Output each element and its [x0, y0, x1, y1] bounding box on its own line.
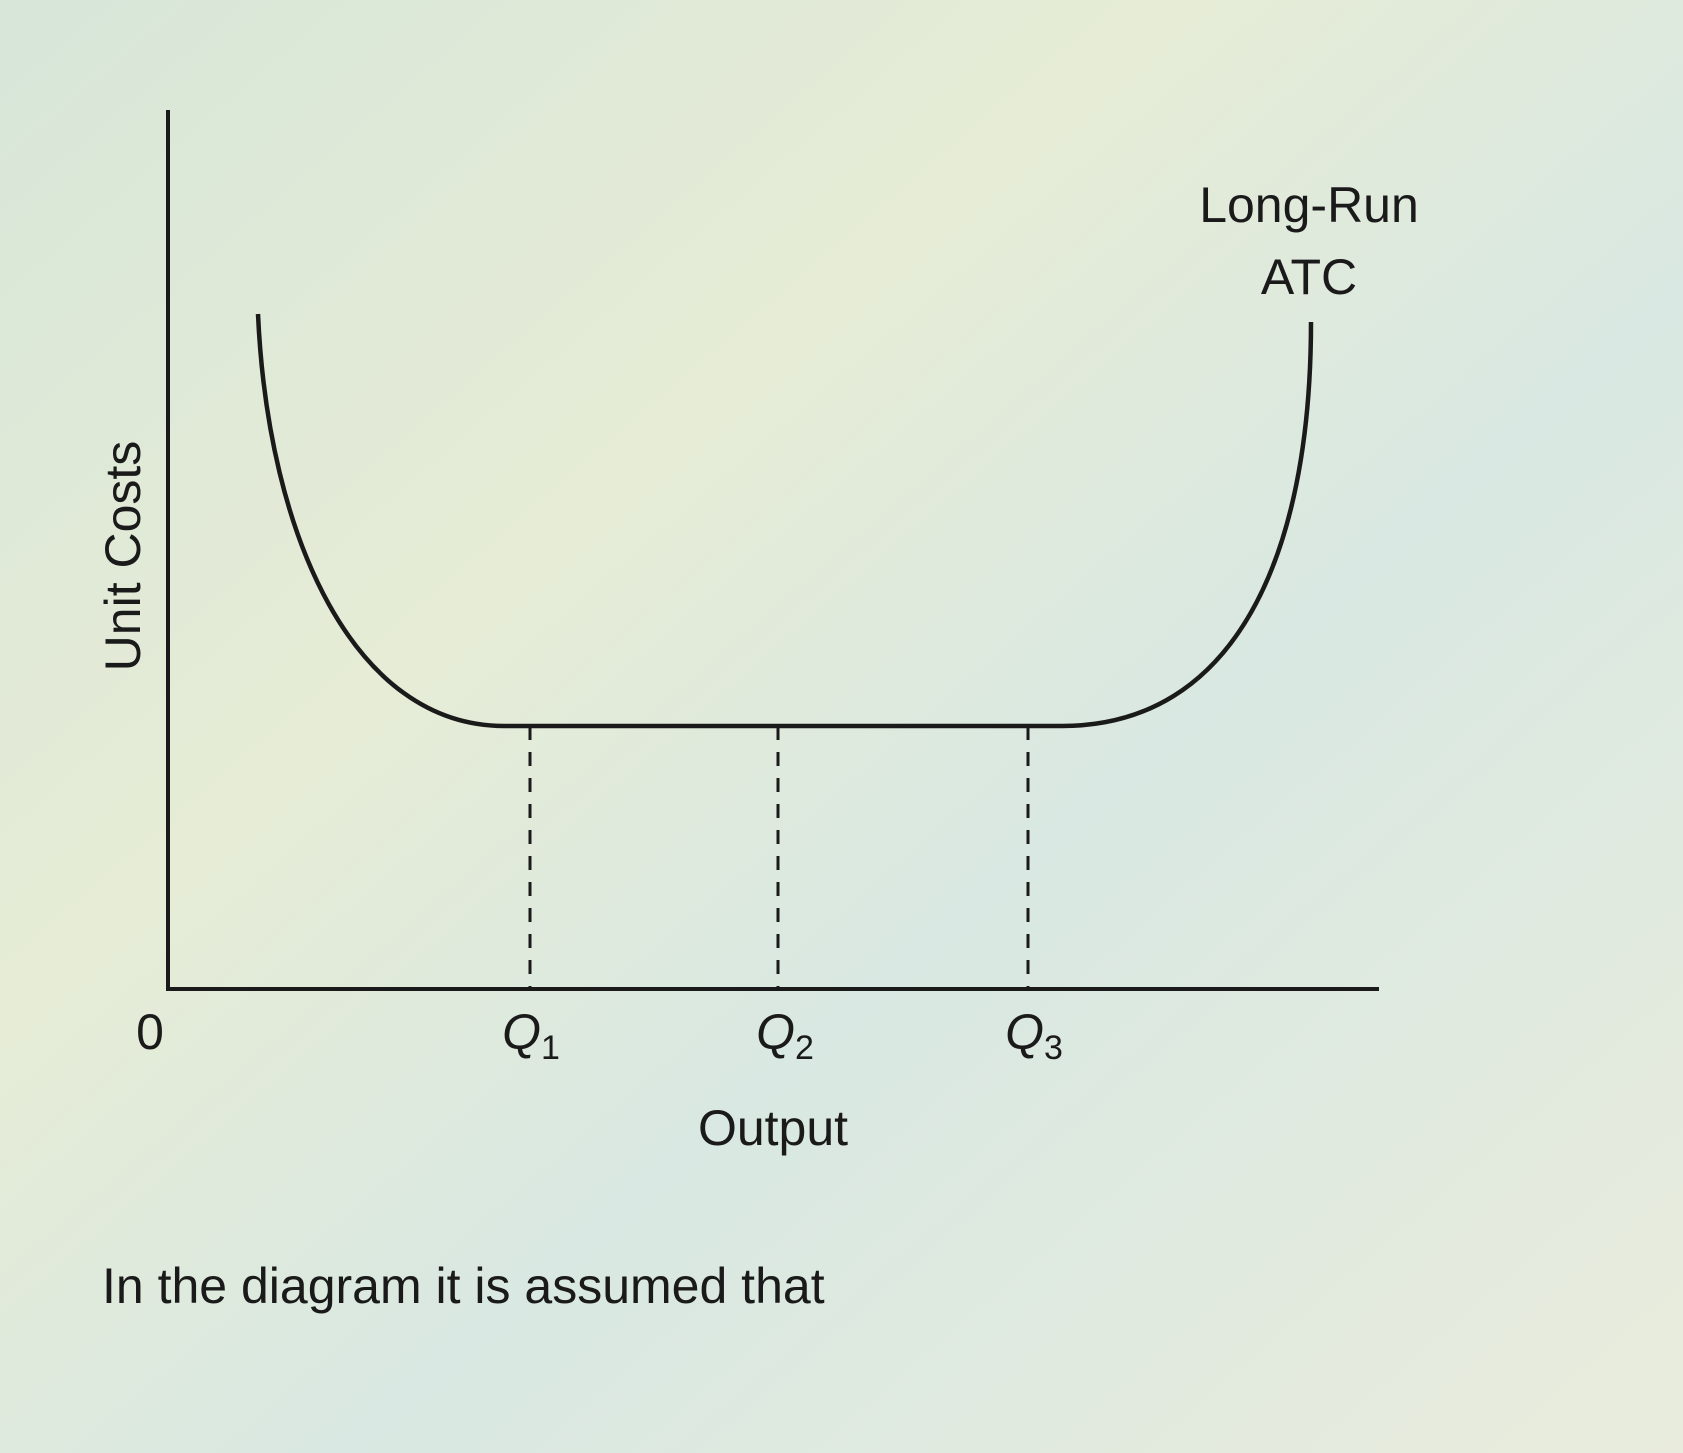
- q-subscript: 1: [541, 1029, 560, 1067]
- curve-label: ATC: [1261, 249, 1357, 305]
- y-axis-label: Unit Costs: [95, 441, 151, 672]
- q-subscript: 3: [1044, 1029, 1063, 1067]
- q-subscript: 2: [795, 1029, 814, 1067]
- q-letter: Q: [502, 1004, 541, 1060]
- q1-label: Q1: [502, 1004, 560, 1067]
- q-letter: Q: [756, 1004, 795, 1060]
- x-axis-label: Output: [698, 1100, 848, 1156]
- long-run-atc-curve: [255, 313, 1314, 729]
- curve-label: Long-Run: [1199, 177, 1419, 233]
- q2-label: Q2: [756, 1004, 814, 1067]
- question-text: In the diagram it is assumed that: [102, 1258, 825, 1314]
- axes: [166, 110, 1379, 991]
- q3-label: Q3: [1005, 1004, 1063, 1067]
- origin-label: 0: [136, 1004, 164, 1060]
- q-letter: Q: [1005, 1004, 1044, 1060]
